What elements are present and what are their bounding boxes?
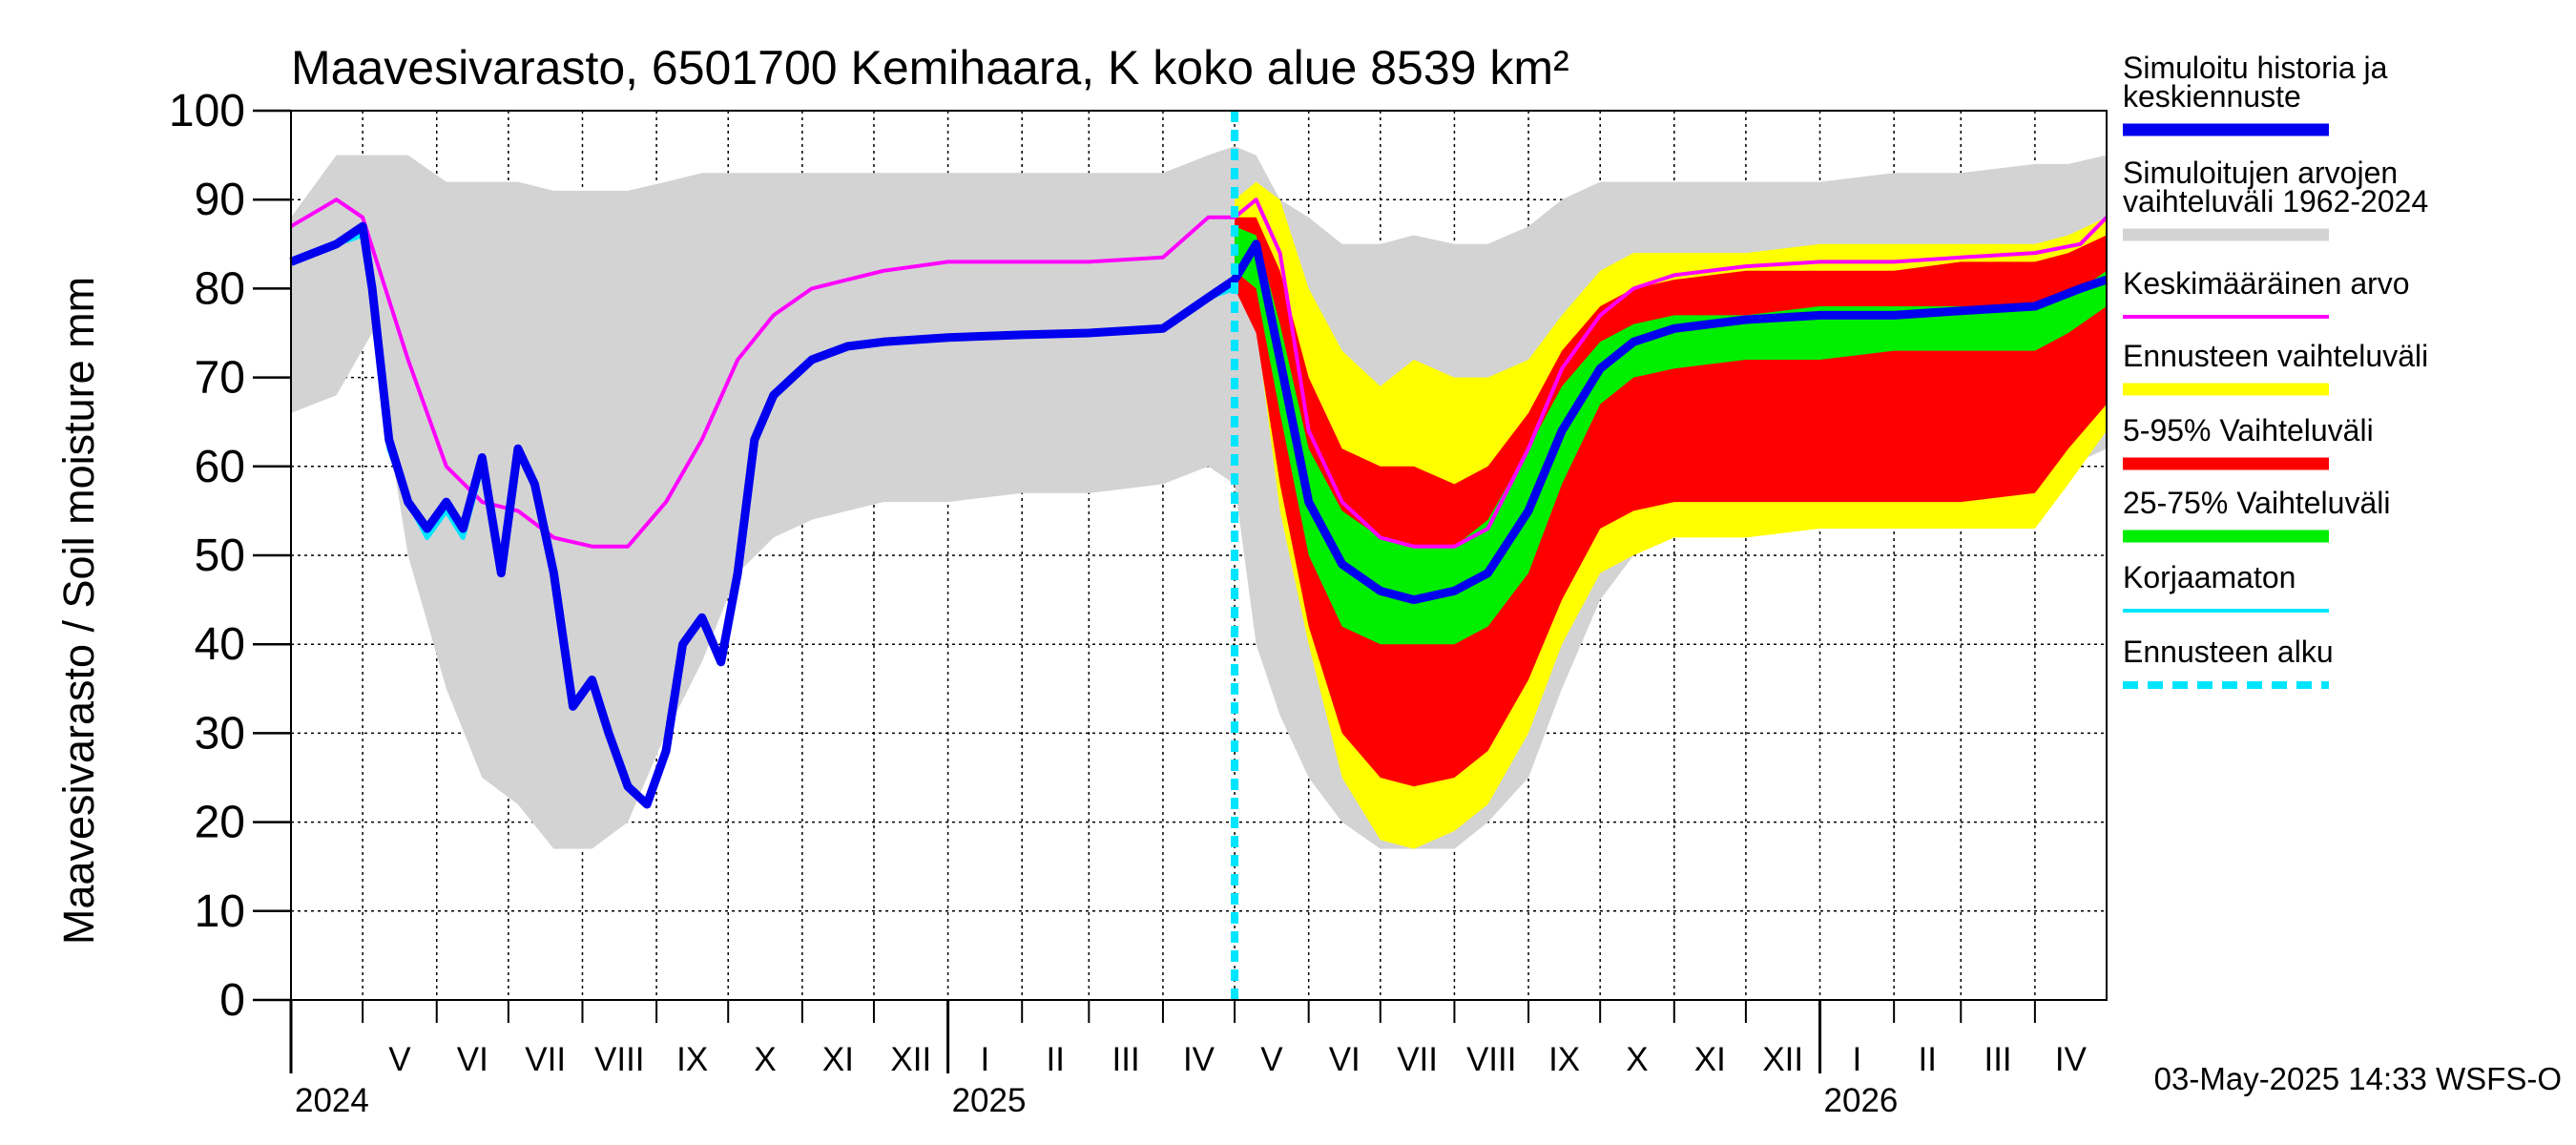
legend-entry-text: keskiennuste	[2123, 79, 2301, 114]
month-label: V	[1260, 1041, 1283, 1078]
y-tick-label: 90	[195, 175, 245, 225]
range-bands	[291, 146, 2107, 849]
y-axis-label: Maavesivarasto / Soil moisture mm	[54, 277, 103, 945]
month-label: V	[388, 1041, 411, 1078]
month-label: XII	[1762, 1041, 1803, 1078]
legend-entry-text: Simuloitujen arvojen	[2123, 156, 2398, 190]
month-label: III	[1112, 1041, 1140, 1078]
y-tick-label: 80	[195, 263, 245, 314]
legend-entry-text: Ennusteen alku	[2123, 635, 2334, 669]
month-label: VII	[525, 1041, 566, 1078]
footer-timestamp: 03-May-2025 14:33 WSFS-O	[2154, 1061, 2562, 1096]
month-label: III	[1984, 1041, 2011, 1078]
month-label: X	[754, 1041, 776, 1078]
y-tick-label: 10	[195, 886, 245, 937]
legend-entry-text: vaihteluväli 1962-2024	[2123, 184, 2428, 219]
legend-entry-text: Ennusteen vaihteluväli	[2123, 339, 2428, 373]
month-label: X	[1626, 1041, 1648, 1078]
y-tick-label: 0	[219, 975, 245, 1026]
y-tick-label: 70	[195, 353, 245, 404]
series-lines	[289, 111, 2109, 1000]
year-label: 2024	[295, 1082, 369, 1119]
legend-entry-text: Korjaamaton	[2123, 560, 2296, 594]
year-label: 2026	[1824, 1082, 1899, 1119]
y-tick-label: 100	[169, 86, 245, 136]
chart-title: Maavesivarasto, 6501700 Kemihaara, K kok…	[291, 41, 1569, 94]
plot-frame	[290, 110, 2108, 1001]
month-label: IX	[676, 1041, 708, 1078]
legend-entry-text: 5-95% Vaihteluväli	[2123, 413, 2374, 448]
band-25-75-vaihteluv-li	[1235, 226, 2107, 645]
y-tick-label: 50	[195, 531, 245, 581]
month-label: I	[1852, 1041, 1861, 1078]
y-tick-label: 30	[195, 708, 245, 759]
y-tick-label: 20	[195, 798, 245, 848]
month-label: VIII	[594, 1041, 645, 1078]
month-label: VII	[1397, 1041, 1438, 1078]
legend-entry-text: 25-75% Vaihteluväli	[2123, 486, 2390, 520]
line-keskim-r-inen-arvo	[289, 198, 2109, 549]
line-simuloitu-historia-ja-keskiennuste	[289, 221, 2109, 809]
month-label: II	[1918, 1041, 1936, 1078]
year-label: 2025	[952, 1082, 1027, 1119]
month-label: II	[1047, 1041, 1065, 1078]
month-label: VI	[1329, 1041, 1361, 1078]
legend-entry-text: Simuloitu historia ja	[2123, 51, 2388, 85]
month-label: I	[981, 1041, 990, 1078]
month-label: XI	[1694, 1041, 1726, 1078]
month-label: XII	[890, 1041, 931, 1078]
month-label: XI	[822, 1041, 854, 1078]
month-label: IX	[1548, 1041, 1580, 1078]
y-tick-label: 40	[195, 619, 245, 670]
month-label: VIII	[1466, 1041, 1517, 1078]
month-label: IV	[2055, 1041, 2088, 1078]
legend-entry-text: Keskimääräinen arvo	[2123, 266, 2410, 301]
month-label: VI	[457, 1041, 488, 1078]
y-tick-label: 60	[195, 442, 245, 492]
month-label: IV	[1183, 1041, 1215, 1078]
